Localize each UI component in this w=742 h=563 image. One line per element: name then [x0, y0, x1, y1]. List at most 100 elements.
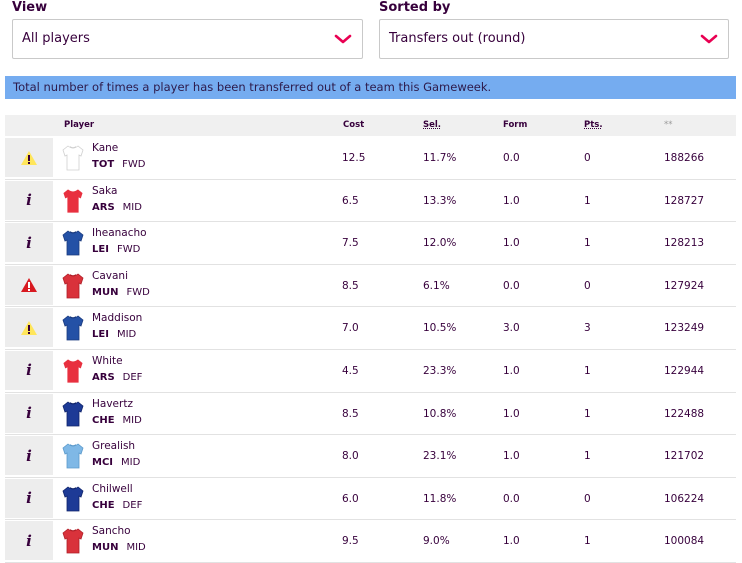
player-pts: 1 — [584, 237, 591, 250]
player-name[interactable]: Havertz — [92, 397, 133, 410]
view-select[interactable]: All players — [12, 19, 363, 59]
player-pts: 0 — [584, 152, 591, 164]
column-form[interactable]: Form — [503, 120, 528, 130]
player-status-button[interactable] — [5, 265, 53, 305]
table-row[interactable]: Cavani MUN FWD 8.5 6.1% 0.0 0 127924 — [5, 265, 736, 308]
table-row[interactable]: Kane TOT FWD 12.5 11.7% 0.0 0 188266 — [5, 137, 736, 180]
player-stat: 122488 — [664, 407, 705, 420]
player-form: 0.0 — [503, 492, 520, 505]
player-stat: 128727 — [664, 194, 705, 207]
player-meta: CHE DEF — [92, 500, 142, 511]
team-shirt-icon — [62, 230, 84, 256]
player-pts: 0 — [584, 492, 591, 505]
player-status-button[interactable]: i — [5, 393, 53, 433]
player-sel: 12.0% — [423, 237, 457, 250]
player-meta: LEI FWD — [92, 244, 140, 255]
table-header: Player Cost Sel. Form Pts. ** — [5, 115, 736, 136]
player-name[interactable]: Maddison — [92, 312, 143, 325]
sort-label: Sorted by — [379, 0, 451, 15]
player-status-button[interactable] — [5, 138, 53, 177]
player-team: LEI — [92, 329, 109, 341]
player-stat: 121702 — [664, 450, 705, 463]
player-cost: 12.5 — [342, 152, 366, 164]
player-meta: MUN MID — [92, 542, 146, 553]
player-sel: 11.7% — [423, 152, 457, 164]
table-row[interactable]: Maddison LEI MID 7.0 10.5% 3.0 3 123249 — [5, 307, 736, 350]
player-name[interactable]: Cavani — [92, 269, 128, 282]
column-cost[interactable]: Cost — [343, 120, 365, 130]
player-form: 1.0 — [503, 450, 520, 463]
player-form: 3.0 — [503, 322, 520, 335]
player-name[interactable]: Grealish — [92, 440, 136, 453]
player-form: 0.0 — [503, 152, 520, 164]
info-icon: i — [26, 531, 32, 550]
player-pts: 1 — [584, 364, 591, 377]
player-name[interactable]: White — [92, 354, 123, 367]
player-status-button[interactable]: i — [5, 350, 53, 390]
player-position: DEF — [122, 371, 143, 383]
team-shirt-icon — [62, 443, 84, 469]
team-shirt-icon — [62, 401, 84, 426]
table-row[interactable]: i Grealish MCI MID 8.0 23.1% 1.0 1 121702 — [5, 435, 736, 478]
info-bar: Total number of times a player has been … — [5, 76, 736, 99]
sort-select[interactable]: Transfers out (round) — [379, 19, 729, 59]
player-status-button[interactable]: i — [5, 180, 53, 220]
player-position: MID — [122, 201, 142, 213]
column-points[interactable]: Pts. — [584, 120, 603, 130]
column-sort-stat[interactable]: ** — [664, 120, 673, 130]
team-shirt-icon — [62, 358, 84, 384]
table-row[interactable]: i Chilwell CHE DEF 6.0 11.8% 0.0 0 106224 — [5, 478, 736, 521]
player-position: FWD — [122, 159, 146, 170]
player-form: 1.0 — [503, 535, 520, 548]
player-meta: CHE MID — [92, 415, 142, 426]
player-sel: 23.3% — [423, 364, 457, 377]
player-name[interactable]: Saka — [92, 184, 118, 197]
team-shirt-icon — [62, 528, 84, 554]
player-status-button[interactable] — [5, 308, 53, 348]
player-cost: 8.5 — [342, 279, 359, 292]
player-form: 1.0 — [503, 194, 520, 207]
team-shirt-icon — [62, 188, 84, 213]
player-team: ARS — [92, 201, 115, 213]
red-warning-icon — [21, 278, 37, 293]
player-sel: 13.3% — [423, 194, 457, 207]
player-status-button[interactable]: i — [5, 521, 53, 561]
player-stat: 100084 — [664, 535, 705, 548]
column-player[interactable]: Player — [64, 120, 95, 130]
player-name[interactable]: Iheanacho — [92, 227, 147, 240]
player-meta: MUN FWD — [92, 287, 150, 298]
player-team: LEI — [92, 244, 109, 256]
player-pts: 3 — [584, 322, 591, 335]
player-position: MID — [116, 329, 137, 341]
player-sel: 23.1% — [423, 450, 457, 463]
player-meta: ARS DEF — [92, 372, 142, 383]
table-row[interactable]: i White ARS DEF 4.5 23.3% 1.0 1 122944 — [5, 350, 736, 393]
info-icon: i — [26, 446, 32, 465]
info-icon: i — [26, 191, 32, 210]
player-pts: 1 — [584, 450, 591, 463]
player-status-button[interactable]: i — [5, 436, 53, 476]
player-pts: 1 — [584, 407, 591, 420]
player-form: 1.0 — [503, 364, 520, 377]
player-sel: 11.8% — [423, 492, 457, 505]
yellow-warning-icon — [21, 320, 37, 335]
team-shirt-icon — [62, 315, 84, 341]
player-position: MID — [121, 457, 141, 469]
team-shirt-icon — [62, 145, 84, 171]
table-row[interactable]: i Sancho MUN MID 9.5 9.0% 1.0 1 100084 — [5, 520, 736, 563]
player-cost: 8.5 — [342, 407, 359, 420]
player-name[interactable]: Sancho — [92, 525, 131, 538]
player-status-button[interactable]: i — [5, 223, 53, 263]
player-status-button[interactable]: i — [5, 478, 53, 518]
player-name[interactable]: Kane — [92, 142, 119, 154]
table-row[interactable]: i Iheanacho LEI FWD 7.5 12.0% 1.0 1 128213 — [5, 222, 736, 265]
player-name[interactable]: Chilwell — [92, 482, 133, 495]
player-sel: 9.0% — [423, 535, 450, 548]
player-cost: 7.0 — [342, 322, 359, 335]
player-meta: MCI MID — [92, 457, 140, 468]
table-row[interactable]: i Saka ARS MID 6.5 13.3% 1.0 1 128727 — [5, 180, 736, 223]
player-form: 0.0 — [503, 279, 520, 292]
player-stat: 106224 — [664, 492, 705, 505]
table-row[interactable]: i Havertz CHE MID 8.5 10.8% 1.0 1 122488 — [5, 393, 736, 436]
column-selected[interactable]: Sel. — [423, 120, 442, 130]
